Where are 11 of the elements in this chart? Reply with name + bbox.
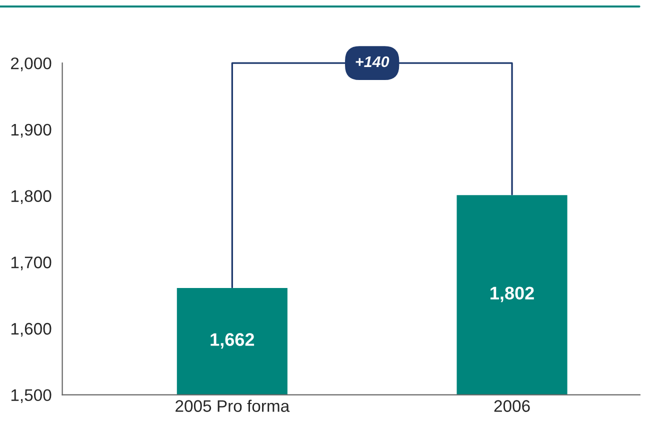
- data-label: 1,802: [490, 286, 534, 302]
- y-tick-label: 1,700: [11, 256, 52, 270]
- y-tick-label: 1,900: [11, 124, 52, 138]
- x-tick-label: 2005 Pro forma: [176, 400, 290, 412]
- y-tick-label: 1,500: [11, 389, 52, 404]
- annotation: +140: [356, 56, 390, 68]
- y-tick-label: 1,600: [11, 322, 52, 337]
- x-tick-label: 2006: [494, 400, 530, 412]
- y-tick-label: 1,800: [11, 190, 52, 204]
- data-label: 1,662: [210, 333, 254, 349]
- y-tick-label: 2,000: [11, 57, 52, 72]
